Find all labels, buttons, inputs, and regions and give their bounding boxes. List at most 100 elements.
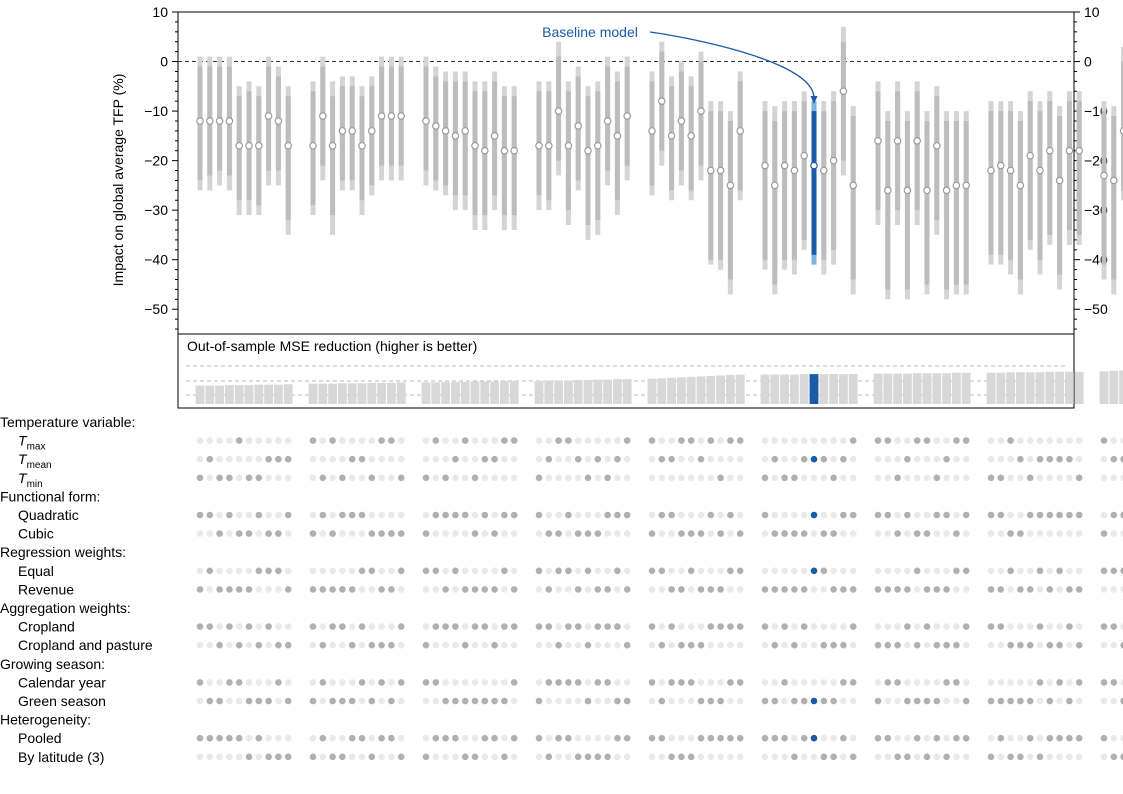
- spec-dot-off: [1075, 753, 1083, 761]
- spec-dot-on: [648, 679, 656, 686]
- spec-dot-on: [1120, 697, 1123, 705]
- model-central-estimate: [962, 181, 971, 190]
- spec-dot-on: [309, 623, 317, 630]
- spec-dot-on: [535, 511, 543, 519]
- model-central-estimate: [1036, 166, 1044, 175]
- spec-dot-on: [319, 679, 327, 686]
- spec-dot-on: [1066, 455, 1073, 463]
- spec-dot-off: [1100, 511, 1108, 519]
- spec-dot-on: [791, 753, 798, 761]
- spec-dot-off: [1017, 679, 1024, 686]
- spec-dot-off: [535, 530, 543, 537]
- model-range: [1100, 101, 1108, 280]
- spec-dot-off: [555, 586, 562, 593]
- model-range: [1110, 106, 1118, 295]
- spec-row-label: By latitude (3): [18, 749, 104, 765]
- spec-dot-off: [565, 641, 572, 649]
- spec-dot-off: [348, 530, 356, 537]
- spec-dot-on: [648, 530, 656, 537]
- model-range: [613, 71, 622, 216]
- baseline-annotation: Baseline model: [542, 24, 818, 104]
- spec-dot-on: [894, 679, 901, 686]
- spec-dot-off: [442, 679, 449, 686]
- spec-dot-on: [397, 623, 405, 630]
- model-range: [422, 56, 430, 186]
- spec-dot-on: [319, 734, 327, 742]
- spec-dot-on: [196, 623, 204, 630]
- model-range: [264, 56, 273, 186]
- spec-dot-off: [1026, 623, 1034, 630]
- spec-dot-on: [997, 734, 1005, 742]
- mse-bar: [848, 374, 858, 404]
- spec-dot-on: [904, 511, 911, 519]
- spec-dot-on: [687, 437, 695, 444]
- spec-dot-off: [614, 641, 621, 649]
- spec-dot-on: [736, 623, 744, 630]
- spec-dot-on: [648, 437, 656, 444]
- mse-bar: [347, 383, 357, 404]
- spec-dot-off: [913, 474, 921, 482]
- spec-dot-off: [358, 530, 366, 537]
- model-central-estimate: [593, 141, 602, 150]
- mse-bar: [470, 381, 480, 404]
- spec-dot-off: [953, 474, 960, 482]
- spec-dot-off: [397, 586, 405, 593]
- spec-dot-off: [678, 511, 685, 519]
- spec-dot-on: [461, 697, 469, 705]
- spec-dot-on: [432, 679, 440, 686]
- spec-dot-on: [378, 530, 385, 537]
- spec-dot-on: [736, 679, 744, 686]
- spec-dot-off: [471, 641, 479, 649]
- spec-dot-off: [555, 697, 562, 705]
- spec-dot-off: [216, 511, 223, 519]
- mse-bar: [986, 372, 996, 404]
- spec-dot-on: [987, 511, 995, 519]
- model-range: [623, 56, 632, 181]
- spec-dot-off: [565, 586, 572, 593]
- model-central-estimate: [839, 87, 848, 96]
- spec-dot-off: [923, 567, 931, 575]
- spec-dot-on: [1026, 734, 1034, 742]
- spec-dot-on: [216, 641, 223, 649]
- spec-dot-on: [358, 455, 366, 463]
- spec-dot-on: [791, 641, 798, 649]
- spec-dot-on: [727, 511, 734, 519]
- spec-dot-off: [962, 455, 970, 463]
- spec-dot-on: [658, 697, 666, 705]
- spec-dot-off: [555, 455, 562, 463]
- y-axis-title: Impact on global average TFP (%): [110, 74, 126, 287]
- spec-dot-on: [962, 437, 970, 444]
- spec-dot-off: [997, 455, 1005, 463]
- spec-dot-off: [510, 641, 518, 649]
- spec-dot-off: [348, 753, 356, 761]
- spec-row-label-main: T: [18, 451, 28, 467]
- spec-dot-off: [235, 697, 243, 705]
- spec-dot-off: [574, 437, 582, 444]
- spec-dot-off: [565, 474, 572, 482]
- spec-dot-off: [471, 437, 479, 444]
- spec-dot-off: [565, 753, 572, 761]
- spec-row-label-sub: mean: [27, 460, 52, 471]
- spec-dot-off: [565, 530, 572, 537]
- spec-dot-on: [913, 641, 921, 649]
- spec-dot-on: [368, 567, 376, 575]
- model-range: [1055, 106, 1064, 290]
- spec-dot-on: [658, 641, 666, 649]
- model-central-estimate: [1110, 176, 1118, 185]
- spec-dot-off: [574, 474, 582, 482]
- spec-dot-off: [388, 474, 395, 482]
- spec-dot-off: [535, 641, 543, 649]
- spec-dot-off: [840, 623, 847, 630]
- spec-dot-on: [736, 437, 744, 444]
- spec-dot-off: [761, 530, 769, 537]
- spec-dot-on: [216, 586, 223, 593]
- spec-dot-on: [623, 586, 631, 593]
- spec-dot-on: [348, 455, 356, 463]
- spec-dot-off: [339, 437, 346, 444]
- spec-dot-off: [1026, 753, 1034, 761]
- spec-dot-off: [368, 623, 376, 630]
- spec-dot-on: [245, 623, 253, 630]
- spec-dot-off: [687, 586, 695, 593]
- spec-dot-off: [1120, 586, 1123, 593]
- spec-dot-on: [452, 455, 459, 463]
